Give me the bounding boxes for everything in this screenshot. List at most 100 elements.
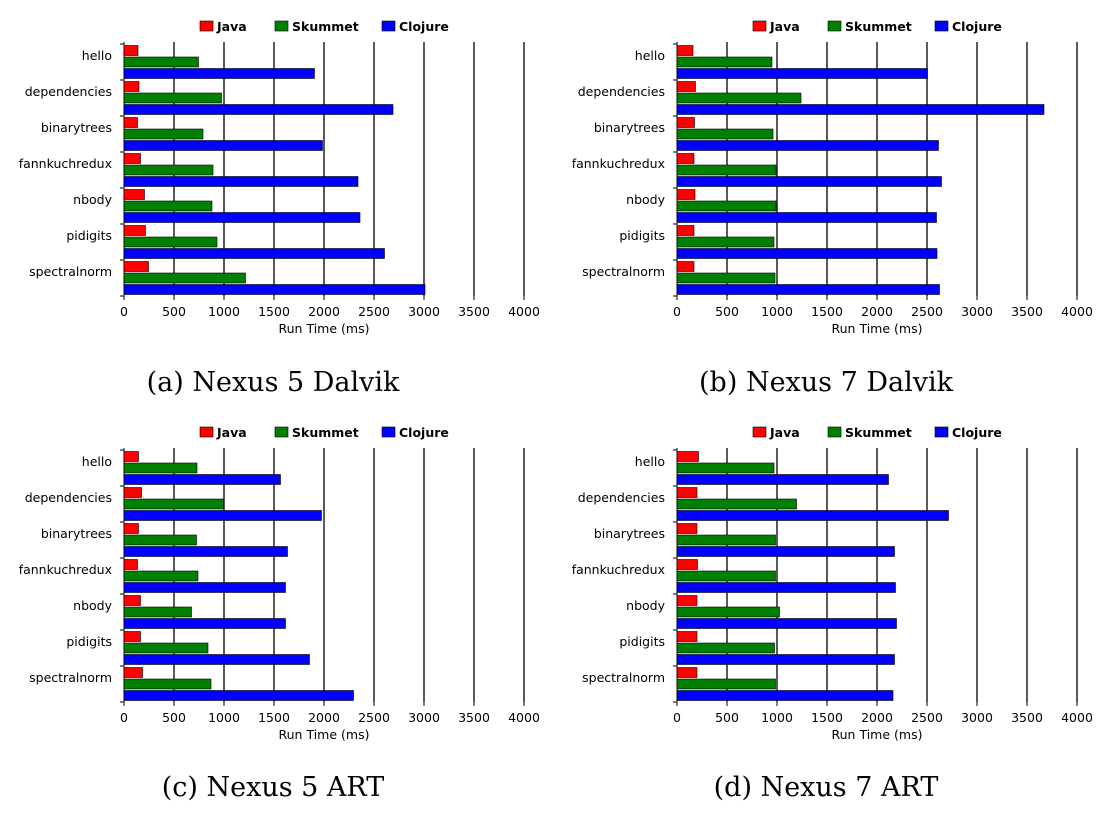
bar-clojure-hello [123, 68, 315, 79]
bar-java-pidigits [123, 631, 141, 642]
bar-java-nbody [676, 189, 696, 200]
bar-java-fannkuchredux [676, 559, 698, 570]
caption-c: (c) Nexus 5 ART [161, 772, 385, 803]
x-tick-label: 4000 [1061, 304, 1093, 319]
bar-skummet-pidigits [676, 642, 775, 654]
bar-clojure-fannkuchredux [676, 582, 896, 593]
bar-java-binarytrees [123, 523, 139, 534]
bar-clojure-pidigits [676, 248, 938, 259]
x-tick-label: 1500 [258, 304, 290, 319]
x-axis-title: Run Time (ms) [832, 321, 923, 336]
caption-b: (b) Nexus 7 Dalvik [699, 367, 953, 398]
bar-skummet-spectralnorm [676, 272, 776, 284]
bar-java-hello [676, 45, 694, 56]
x-tick-label: 500 [162, 304, 186, 319]
bar-skummet-binarytrees [123, 128, 204, 140]
x-tick-label: 3500 [1011, 304, 1043, 319]
legend-swatch-skummet [274, 426, 289, 438]
x-tick-label: 500 [162, 710, 186, 725]
x-tick-label: 1000 [761, 304, 793, 319]
category-label: nbody [626, 598, 665, 613]
bar-java-dependencies [676, 81, 696, 92]
x-tick-label: 4000 [1061, 710, 1093, 725]
x-axis-title: Run Time (ms) [279, 321, 370, 336]
bar-skummet-dependencies [676, 92, 802, 104]
bar-skummet-binarytrees [123, 534, 197, 546]
bar-skummet-spectralnorm [123, 272, 246, 284]
bar-java-dependencies [676, 487, 698, 498]
category-label: dependencies [25, 490, 112, 505]
bar-clojure-dependencies [123, 104, 394, 115]
x-tick-label: 4000 [508, 304, 540, 319]
caption-d: (d) Nexus 7 ART [713, 772, 939, 803]
x-tick-label: 3000 [408, 304, 440, 319]
bar-skummet-pidigits [676, 236, 775, 248]
bar-java-spectralnorm [676, 667, 698, 678]
bar-skummet-nbody [676, 606, 780, 618]
bar-skummet-fannkuchredux [123, 570, 199, 582]
category-label: pidigits [619, 228, 665, 243]
bar-clojure-fannkuchredux [123, 176, 359, 187]
x-tick-label: 1500 [811, 710, 843, 725]
bar-skummet-hello [676, 462, 775, 474]
bar-java-fannkuchredux [123, 559, 138, 570]
x-tick-label: 1000 [208, 710, 240, 725]
category-label: spectralnorm [582, 670, 665, 685]
category-label: spectralnorm [582, 264, 665, 279]
legend-swatch-skummet [827, 20, 842, 32]
x-tick-label: 2000 [308, 304, 340, 319]
legend-swatch-java [752, 20, 767, 32]
x-axis-title: Run Time (ms) [832, 727, 923, 742]
x-tick-label: 3000 [408, 710, 440, 725]
category-label: hello [82, 454, 112, 469]
bar-clojure-spectralnorm [123, 284, 426, 295]
x-tick-label: 1000 [761, 710, 793, 725]
bar-clojure-binarytrees [123, 546, 288, 557]
bar-skummet-hello [123, 56, 199, 68]
category-label: dependencies [25, 84, 112, 99]
chart-nexus5-dalvik: 0 500 1000 1500 2000 2500 3000 3500 4000 hello dep… [19, 19, 540, 336]
bar-java-binarytrees [123, 117, 138, 128]
bar-skummet-binarytrees [676, 534, 776, 546]
bar-clojure-spectralnorm [676, 284, 940, 295]
bar-clojure-nbody [123, 212, 361, 223]
category-label: pidigits [619, 634, 665, 649]
legend-swatch-java [199, 20, 214, 32]
legend-label-clojure: Clojure [952, 425, 1002, 440]
bar-java-nbody [123, 595, 141, 606]
bar-skummet-pidigits [123, 642, 209, 654]
legend-label-skummet: Skummet [292, 425, 359, 440]
bar-java-dependencies [123, 487, 142, 498]
bar-java-hello [123, 45, 139, 56]
bar-clojure-dependencies [676, 104, 1045, 115]
chart-nexus5-art: 0 500 1000 1500 2000 2500 3000 3500 4000 hello dep… [19, 425, 540, 742]
x-axis-title: Run Time (ms) [279, 727, 370, 742]
bar-clojure-dependencies [676, 510, 949, 521]
legend-label-java: Java [216, 19, 247, 34]
category-label: dependencies [578, 490, 665, 505]
category-label: hello [635, 454, 665, 469]
x-tick-label: 0 [120, 710, 128, 725]
bar-skummet-spectralnorm [676, 678, 776, 690]
bar-skummet-fannkuchredux [676, 570, 776, 582]
category-label: nbody [626, 192, 665, 207]
legend-label-skummet: Skummet [845, 19, 912, 34]
bar-skummet-dependencies [123, 498, 224, 510]
category-label: hello [82, 48, 112, 63]
bar-skummet-binarytrees [676, 128, 774, 140]
bar-java-pidigits [676, 631, 698, 642]
x-tick-label: 3000 [961, 710, 993, 725]
bar-java-binarytrees [676, 523, 698, 534]
category-label: dependencies [578, 84, 665, 99]
legend-label-java: Java [769, 19, 800, 34]
bar-skummet-pidigits [123, 236, 218, 248]
x-tick-label: 3000 [961, 304, 993, 319]
legend-swatch-clojure [934, 426, 949, 438]
bar-clojure-dependencies [123, 510, 322, 521]
bar-clojure-pidigits [676, 654, 895, 665]
bar-clojure-binarytrees [123, 140, 323, 151]
category-label: pidigits [66, 634, 112, 649]
bar-clojure-hello [676, 474, 889, 485]
bar-java-pidigits [123, 225, 146, 236]
bar-clojure-binarytrees [676, 546, 895, 557]
